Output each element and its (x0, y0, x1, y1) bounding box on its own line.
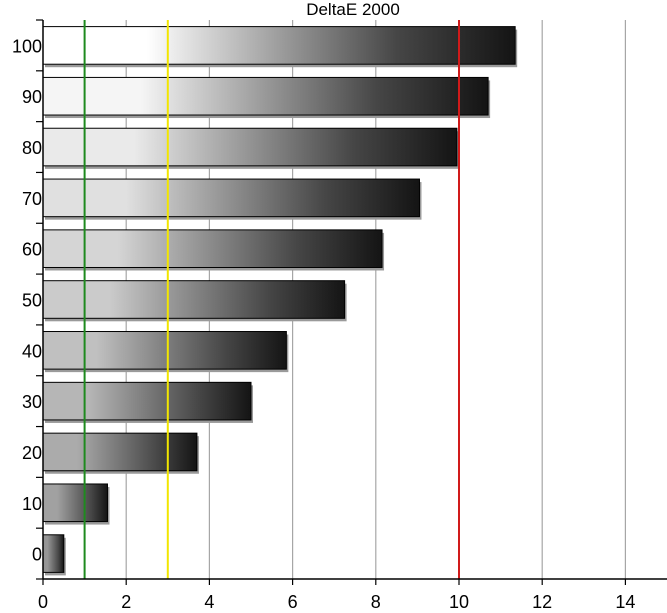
axes (36, 19, 667, 585)
y-tick-label-60: 60 (22, 240, 42, 260)
y-tick-label-40: 40 (22, 341, 42, 361)
y-tick-label-30: 30 (22, 392, 42, 412)
reference-lines (83, 20, 460, 579)
bar-40 (42, 331, 287, 370)
y-tick-label-20: 20 (22, 443, 42, 463)
x-tick-label-10: 10 (449, 592, 469, 612)
bar-50 (42, 280, 346, 319)
bar-80 (42, 127, 458, 167)
x-tick-label-14: 14 (615, 592, 635, 612)
y-tick-labels: 0 10 20 30 40 50 60 70 80 90 100 (12, 36, 42, 564)
bar-90 (42, 76, 489, 116)
chart-title: DeltaE 2000 (306, 0, 400, 19)
bar-30 (42, 381, 252, 421)
x-tick-labels: 0 2 4 6 8 10 12 14 (38, 592, 635, 612)
bar-10 (42, 483, 108, 523)
bar-20 (42, 432, 198, 472)
x-tick-label-6: 6 (288, 592, 298, 612)
y-tick-label-50: 50 (22, 291, 42, 311)
bar-0 (42, 534, 65, 573)
x-tick-label-4: 4 (204, 592, 214, 612)
x-tick-label-8: 8 (371, 592, 381, 612)
y-tick-label-100: 100 (12, 36, 42, 56)
bar-100 (42, 26, 516, 65)
y-tick-label-70: 70 (22, 189, 42, 209)
y-tick-label-80: 80 (22, 138, 42, 158)
y-tick-label-90: 90 (22, 87, 42, 107)
x-tick-label-2: 2 (121, 592, 131, 612)
x-tick-label-12: 12 (532, 592, 552, 612)
bars (42, 26, 518, 576)
bar-60 (42, 229, 383, 268)
bar-70 (42, 178, 420, 218)
x-tick-label-0: 0 (38, 592, 48, 612)
y-tick-label-10: 10 (22, 494, 42, 514)
y-tick-label-0: 0 (32, 545, 42, 565)
